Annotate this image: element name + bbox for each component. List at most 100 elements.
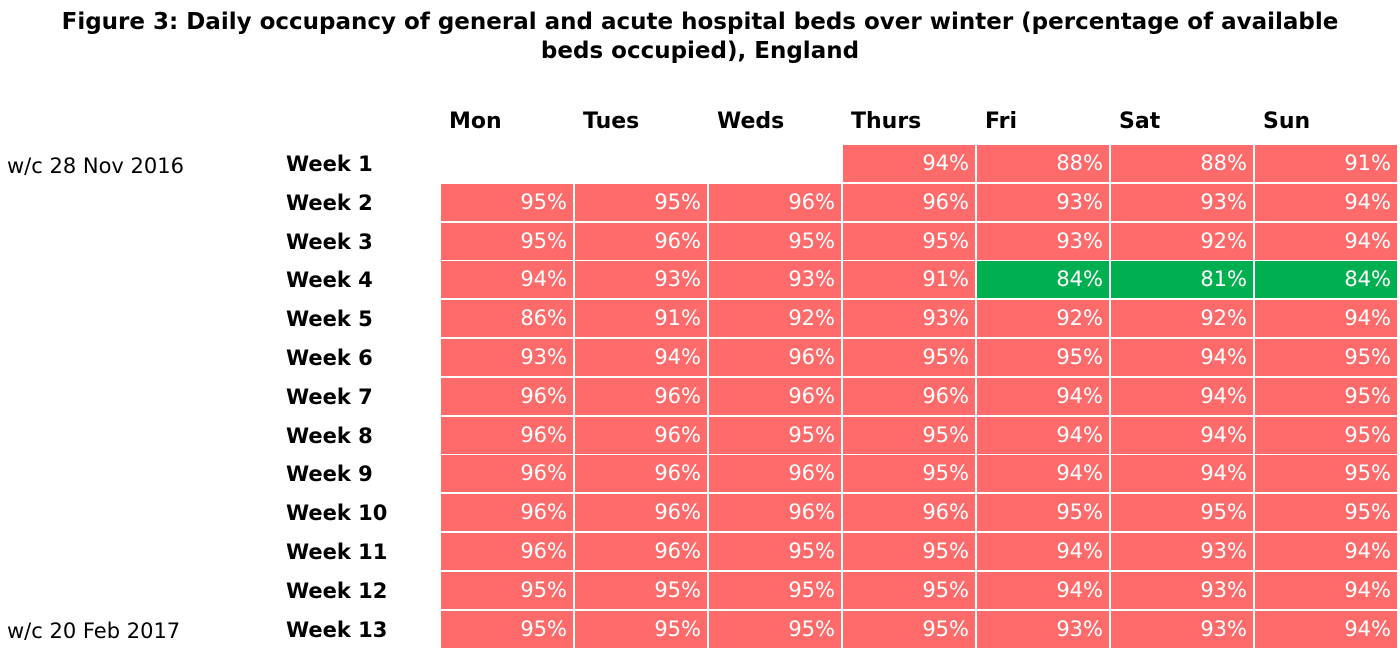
heatmap-cell: 95% xyxy=(575,184,707,221)
heatmap-cell: 95% xyxy=(709,533,841,570)
heatmap-cell: 95% xyxy=(1111,494,1253,531)
heatmap-cell: 95% xyxy=(1255,339,1397,376)
row-label-week-13: Week 13 xyxy=(286,618,388,642)
heatmap-cell: 94% xyxy=(977,378,1109,415)
row-label-week-4: Week 4 xyxy=(286,268,373,292)
heatmap-cell: 91% xyxy=(1255,145,1397,182)
heatmap-cell: 94% xyxy=(977,455,1109,492)
heatmap-cell: 88% xyxy=(1111,145,1253,182)
column-header-mon: Mon xyxy=(449,109,502,134)
heatmap-cell: 95% xyxy=(1255,455,1397,492)
heatmap-cell: 93% xyxy=(575,261,707,298)
row-label-week-2: Week 2 xyxy=(286,191,373,215)
heatmap-cell: 95% xyxy=(1255,417,1397,454)
heatmap-cell: 96% xyxy=(441,533,573,570)
heatmap-cell: 96% xyxy=(575,494,707,531)
heatmap-cell: 95% xyxy=(843,455,975,492)
column-header-sat: Sat xyxy=(1119,109,1161,134)
heatmap-cell: 94% xyxy=(977,572,1109,609)
heatmap-cell: 88% xyxy=(977,145,1109,182)
column-header-thurs: Thurs xyxy=(851,109,922,134)
heatmap-cell: 96% xyxy=(575,223,707,260)
heatmap-cell: 94% xyxy=(1111,417,1253,454)
heatmap-cell: 94% xyxy=(575,339,707,376)
column-header-tues: Tues xyxy=(583,109,640,134)
heatmap-cell: 96% xyxy=(575,378,707,415)
heatmap-cell: 95% xyxy=(977,339,1109,376)
row-label-week-3: Week 3 xyxy=(286,230,373,254)
heatmap-cell: 92% xyxy=(1111,223,1253,260)
heatmap-cell: 94% xyxy=(1255,572,1397,609)
heatmap-cell: 81% xyxy=(1111,261,1253,298)
heatmap-cell: 92% xyxy=(1111,300,1253,337)
heatmap-cell: 96% xyxy=(709,378,841,415)
row-label-week-12: Week 12 xyxy=(286,579,388,603)
heatmap-cell: 94% xyxy=(843,145,975,182)
heatmap-cell: 93% xyxy=(1111,611,1253,648)
heatmap-cell: 94% xyxy=(1255,184,1397,221)
heatmap-cell: 94% xyxy=(1111,378,1253,415)
heatmap-cell: 95% xyxy=(441,611,573,648)
heatmap-cell: 96% xyxy=(441,417,573,454)
row-label-week-1: Week 1 xyxy=(286,152,373,176)
heatmap-cell: 93% xyxy=(1111,184,1253,221)
column-header-fri: Fri xyxy=(985,109,1018,134)
heatmap-cell: 96% xyxy=(843,184,975,221)
column-header-sun: Sun xyxy=(1263,109,1311,134)
heatmap-cell: 95% xyxy=(1255,378,1397,415)
heatmap-cell: 95% xyxy=(1255,494,1397,531)
heatmap-cell: 94% xyxy=(977,417,1109,454)
row-label-week-9: Week 9 xyxy=(286,462,373,486)
heatmap-cell: 96% xyxy=(441,494,573,531)
heatmap-cell: 92% xyxy=(709,300,841,337)
heatmap-cell: 95% xyxy=(441,184,573,221)
heatmap-cell: 94% xyxy=(1111,339,1253,376)
heatmap-cell: 95% xyxy=(575,572,707,609)
chart-title-line-1: Figure 3: Daily occupancy of general and… xyxy=(61,9,1339,35)
heatmap-cell: 96% xyxy=(843,378,975,415)
chart-title-line-2: beds occupied), England xyxy=(540,38,860,64)
heatmap-cell: 95% xyxy=(709,611,841,648)
heatmap-cell: 94% xyxy=(977,533,1109,570)
heatmap-cell: 94% xyxy=(441,261,573,298)
heatmap-cell: 94% xyxy=(1111,455,1253,492)
heatmap-cell: 93% xyxy=(977,184,1109,221)
row-label-week-11: Week 11 xyxy=(286,540,388,564)
heatmap-cell: 96% xyxy=(843,494,975,531)
heatmap-cell: 96% xyxy=(575,417,707,454)
heatmap-cell: 92% xyxy=(977,300,1109,337)
heatmap-cell: 94% xyxy=(1255,223,1397,260)
heatmap-cell: 95% xyxy=(843,533,975,570)
heatmap-cell: 96% xyxy=(575,455,707,492)
heatmap-cell: 96% xyxy=(709,339,841,376)
heatmap-cell: 93% xyxy=(843,300,975,337)
heatmap-cell: 95% xyxy=(843,611,975,648)
heatmap-cell: 95% xyxy=(843,572,975,609)
heatmap-cell: 96% xyxy=(709,455,841,492)
heatmap-cell: 91% xyxy=(843,261,975,298)
heatmap-cell: 93% xyxy=(977,611,1109,648)
heatmap-cell: 94% xyxy=(1255,533,1397,570)
heatmap-cell: 94% xyxy=(1255,611,1397,648)
row-label-week-6: Week 6 xyxy=(286,346,373,370)
heatmap-cell: 95% xyxy=(843,417,975,454)
heatmap-cell: 84% xyxy=(1255,261,1397,298)
heatmap-cell: 84% xyxy=(977,261,1109,298)
row-note-first: w/c 28 Nov 2016 xyxy=(7,154,184,178)
row-label-week-7: Week 7 xyxy=(286,385,373,409)
heatmap-cell: 93% xyxy=(977,223,1109,260)
heatmap-cell: 95% xyxy=(709,417,841,454)
heatmap-cell: 95% xyxy=(709,572,841,609)
heatmap-cell: 91% xyxy=(575,300,707,337)
column-header-weds: Weds xyxy=(717,109,785,134)
heatmap-cell: 96% xyxy=(709,184,841,221)
heatmap-cell: 93% xyxy=(441,339,573,376)
row-label-week-10: Week 10 xyxy=(286,501,388,525)
heatmap-cell: 93% xyxy=(709,261,841,298)
row-label-week-5: Week 5 xyxy=(286,307,373,331)
chart-title: Figure 3: Daily occupancy of general and… xyxy=(0,8,1400,66)
heatmap-cell: 86% xyxy=(441,300,573,337)
heatmap-cell: 95% xyxy=(843,339,975,376)
heatmap-cell: 95% xyxy=(575,611,707,648)
heatmap-cell: 95% xyxy=(977,494,1109,531)
